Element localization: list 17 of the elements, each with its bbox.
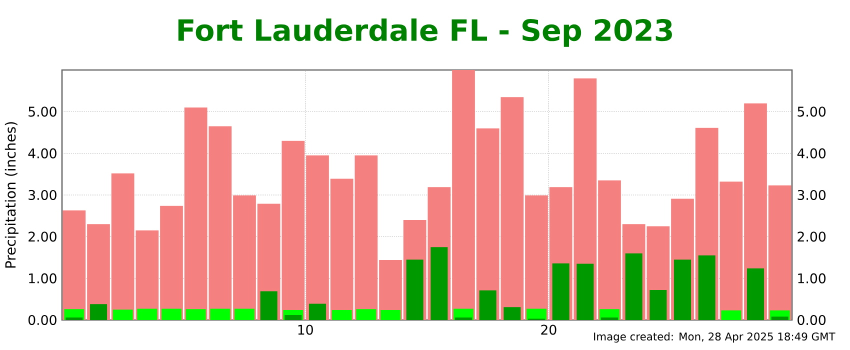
y-tick-label: 5.00: [28, 106, 56, 117]
x-tick-label: 20: [541, 324, 556, 335]
y2-tick-label: 5.00: [798, 106, 826, 117]
text: Image created: Mon, 28 Apr 2025 18:49 GMT: [594, 332, 836, 343]
x-tick-label: 10: [298, 324, 313, 335]
y-tick-label: 4.00: [28, 148, 56, 158]
y2-tick-label: 1.00: [798, 273, 826, 284]
y-tick-label: 3.00: [28, 190, 56, 200]
y-tick-label: 0.00: [28, 314, 56, 326]
chart-title: Fort Lauderdale FL - Sep 2023: [178, 18, 672, 47]
y2-tick-label: 2.00: [798, 232, 826, 242]
y-tick-label: 1.00: [29, 273, 56, 284]
y2-tick-label: 4.00: [797, 148, 826, 158]
y2-tick-label: 3.00: [798, 190, 826, 200]
y-axis-title: Precipitation (inches): [4, 122, 18, 268]
y2-tick-label: 0.00: [798, 314, 826, 326]
y-tick-label: 2.00: [28, 232, 56, 242]
